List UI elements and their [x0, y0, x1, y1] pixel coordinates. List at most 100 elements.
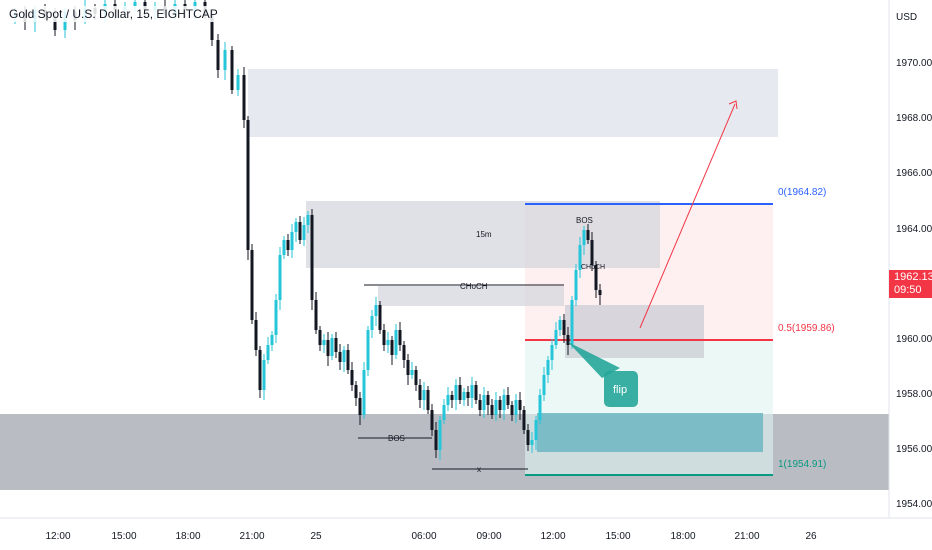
candle-body — [258, 350, 262, 390]
fib-label-05: 0.5(1959.86) — [778, 323, 835, 334]
candle-body — [422, 390, 426, 400]
x-tick-label: 18:00 — [670, 531, 695, 542]
candle-body — [322, 340, 326, 345]
candle-body — [346, 350, 350, 370]
candle-body — [386, 340, 390, 345]
y-tick-label: 1954.00 — [896, 499, 932, 510]
candle-body — [274, 300, 278, 335]
candle-body — [294, 222, 298, 232]
current-price: 1962.13 — [894, 271, 932, 283]
candle-body — [562, 320, 566, 335]
candle-body — [242, 75, 246, 120]
time-axis[interactable] — [0, 518, 932, 550]
candle-body — [334, 338, 338, 352]
candle-body — [570, 300, 574, 345]
choch-small-label: CHoCH — [581, 264, 605, 271]
candle-body — [318, 330, 322, 345]
candle-body — [398, 330, 402, 345]
candle-body — [262, 360, 266, 390]
currency-label: USD — [896, 12, 917, 23]
candle-body — [470, 385, 474, 398]
candle-body — [558, 320, 562, 330]
candle-body — [358, 398, 362, 415]
candle-body — [438, 420, 442, 450]
candle-body — [402, 345, 406, 360]
x-tick-label: 18:00 — [175, 531, 200, 542]
candle-body — [554, 330, 558, 345]
candle-body — [270, 335, 274, 345]
candle-body — [290, 232, 294, 250]
current-price-tag: 1962.13 09:50 — [889, 270, 932, 298]
y-tick-label: 1964.00 — [896, 224, 932, 235]
candle-body — [494, 400, 498, 415]
candle-body — [282, 240, 286, 255]
candle-body — [390, 340, 394, 355]
candle-body — [582, 230, 586, 245]
candle-body — [594, 265, 598, 290]
candle-body — [454, 385, 458, 400]
x-tick-label: 15:00 — [605, 531, 630, 542]
candle-body — [478, 400, 482, 410]
y-tick-label: 1956.00 — [896, 444, 932, 455]
candle-body — [210, 15, 214, 40]
candle-body — [474, 385, 478, 400]
x-tick-label: 21:00 — [239, 531, 264, 542]
candle-body — [530, 440, 534, 445]
candle-body — [298, 222, 302, 240]
candle-body — [550, 345, 554, 360]
candle-body — [338, 352, 342, 362]
candle-body — [426, 390, 430, 410]
candle-body — [286, 240, 290, 250]
candle-body — [574, 270, 578, 300]
candle-body — [506, 395, 510, 405]
candle-body — [430, 410, 434, 430]
fib-label-1: 1(1954.91) — [778, 459, 826, 470]
candle-body — [306, 215, 310, 225]
price-axis[interactable] — [889, 0, 932, 518]
zone-choch — [378, 286, 564, 306]
candle-body — [458, 385, 462, 400]
candle-body — [302, 225, 306, 240]
flip-callout[interactable] — [604, 371, 638, 407]
bos-top-label: BOS — [576, 216, 593, 225]
y-tick-label: 1968.00 — [896, 113, 932, 124]
choch-label: CHoCH — [460, 282, 488, 291]
candle-body — [482, 395, 486, 410]
zone-teal — [537, 413, 763, 452]
tf-label: 15m — [476, 230, 492, 239]
candle-body — [326, 340, 330, 356]
candle-body — [236, 75, 240, 90]
bos-left-label: BOS — [388, 434, 405, 443]
fib-teal-area — [525, 340, 773, 475]
target-arrow-head — [728, 100, 738, 110]
candle-body — [410, 370, 414, 375]
candle-body — [514, 400, 518, 415]
candle-body — [534, 420, 538, 440]
flip-label: flip — [613, 384, 627, 396]
symbol-title[interactable]: Gold Spot / U.S. Dollar, 15, EIGHTCAP — [6, 6, 221, 22]
y-tick-label: 1966.00 — [896, 168, 932, 179]
candle-body — [486, 395, 490, 405]
candle-body — [246, 120, 250, 250]
candle-body — [278, 255, 282, 300]
candle-body — [546, 360, 550, 375]
candle-body — [374, 305, 378, 316]
candle-body — [370, 316, 374, 330]
candle-body — [466, 392, 470, 398]
x-tick-label: 26 — [805, 531, 817, 542]
candle-body — [522, 410, 526, 430]
candle-body — [446, 395, 450, 405]
target-arrow-line[interactable] — [639, 103, 736, 329]
bar-countdown: 09:50 — [894, 284, 922, 296]
x-tick-label: 25 — [310, 531, 322, 542]
x-tick-label: 12:00 — [540, 531, 565, 542]
candle-body — [366, 330, 370, 370]
candle-body — [254, 320, 258, 350]
x-tick-label: 06:00 — [411, 531, 436, 542]
supply-zone-top — [248, 69, 778, 137]
x-axis-ticks: 12:00 15:00 18:00 21:00 25 06:00 09:00 12:00 15:… — [45, 531, 817, 542]
candle-body — [414, 370, 418, 385]
candle-body — [510, 405, 514, 415]
